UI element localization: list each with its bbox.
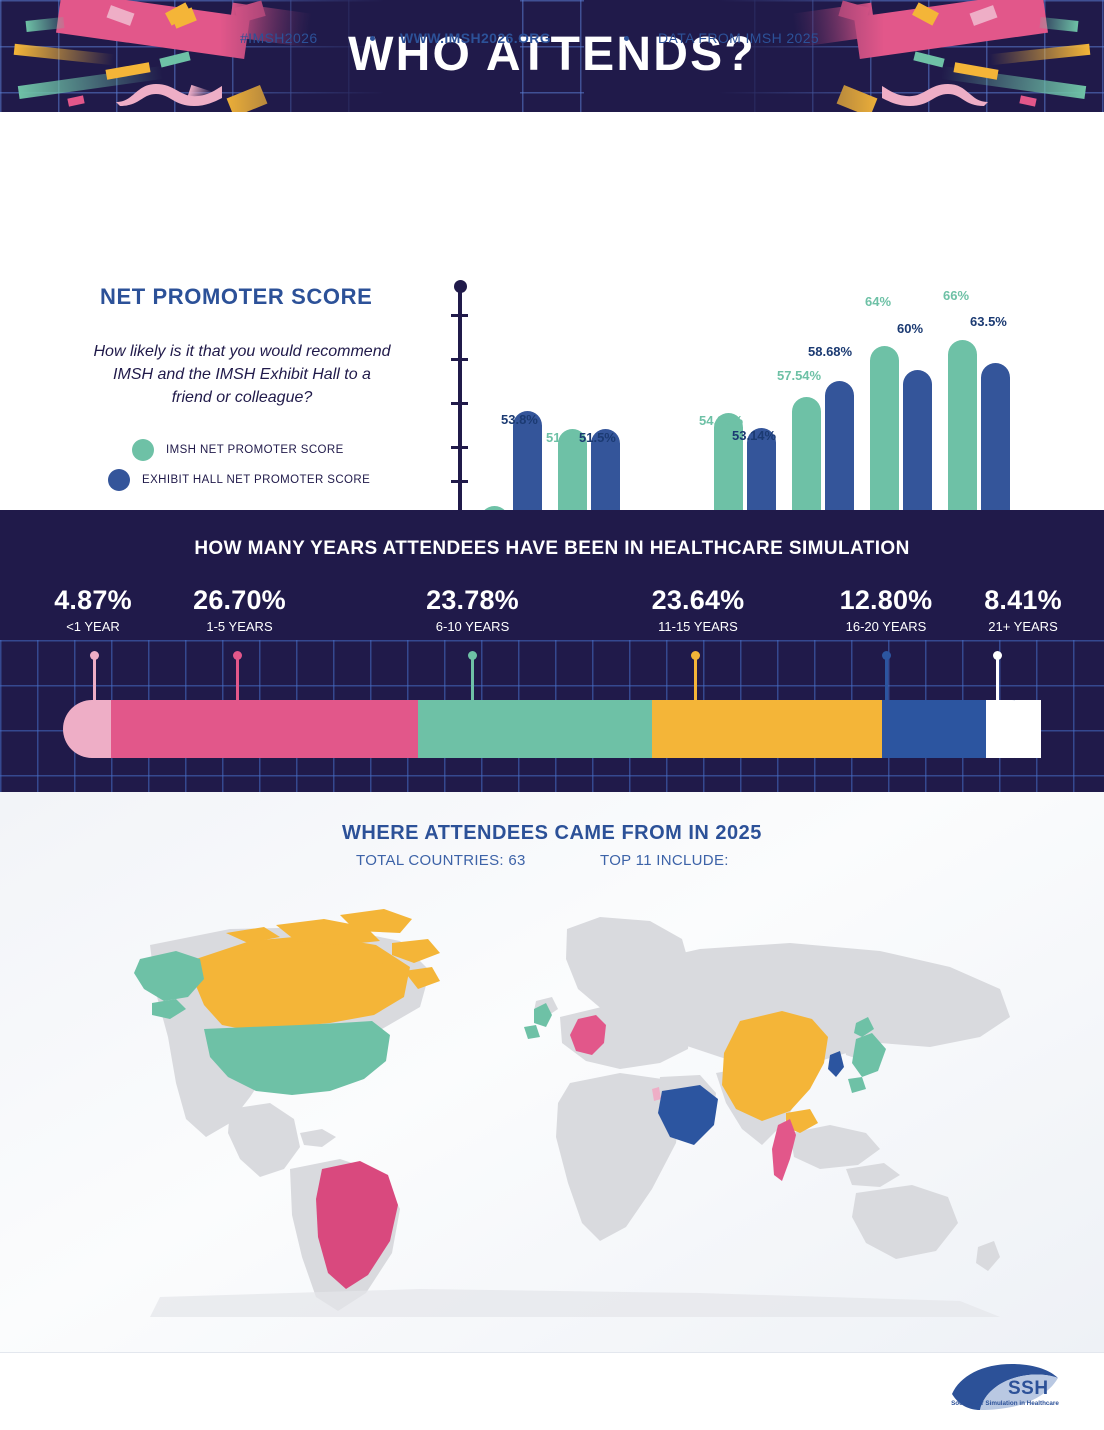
header-fade-right xyxy=(584,0,884,112)
years-pct-11-15: 23.64% xyxy=(651,585,745,615)
map-heading: WHERE ATTENDEES CAME FROM IN 2025 xyxy=(342,822,762,844)
footer-data-source: DATA FROM IMSH 2025 xyxy=(658,30,820,46)
years-stem-lt1 xyxy=(89,651,99,700)
years-label-11-15: 11-15 YEARS xyxy=(658,619,738,634)
map-country-united-kingdom xyxy=(524,1003,552,1039)
years-stat-21plus: 8.41% 21+ YEARS xyxy=(958,585,1088,634)
years-band xyxy=(63,700,1041,758)
years-label-16-20: 16-20 YEARS xyxy=(845,619,927,634)
page-footer xyxy=(0,1352,1104,1430)
y-axis-tick xyxy=(451,358,468,361)
legend-item-exhibit-hall: EXHIBIT HALL NET PROMOTER SCORE xyxy=(108,469,370,491)
years-stat-1-5: 26.70% 1-5 YEARS xyxy=(162,585,317,634)
bar-value-exhibit-2019: 53.8% xyxy=(501,412,538,427)
years-stem-6-10 xyxy=(467,651,477,700)
footer-separator-dot xyxy=(624,36,629,41)
years-label-6-10: 6-10 YEARS xyxy=(435,619,510,634)
nps-question: How likely is it that you would recommen… xyxy=(93,343,391,407)
band-segment-11-15 xyxy=(652,700,882,758)
bar-value-imsh-2022: 54.89% xyxy=(699,413,744,428)
years-stem-16-20 xyxy=(881,651,891,700)
ssh-logo-text: SSH xyxy=(1008,1378,1049,1399)
nps-heading: NET PROMOTER SCORE xyxy=(100,284,373,309)
years-stem-dot-lt1 xyxy=(89,651,99,660)
years-stem-dot-6-10 xyxy=(467,651,477,660)
bar-value-imsh-2025: 66% xyxy=(943,288,970,303)
years-stem-dot-16-20 xyxy=(881,651,891,660)
ssh-logo xyxy=(952,1364,1058,1410)
y-axis-top-cap xyxy=(453,280,467,293)
years-stat-16-20: 12.80% 16-20 YEARS xyxy=(812,585,960,634)
years-stat-lt1: 4.87% <1 YEAR xyxy=(18,585,168,634)
band-segment-1-5 xyxy=(111,700,418,758)
map-country-china xyxy=(722,1011,828,1133)
footer-separator-dot xyxy=(370,36,375,41)
years-stem-dot-11-15 xyxy=(690,651,700,660)
bar-value-exhibit-2022: 53.14% xyxy=(732,428,777,443)
bar-value-imsh-2024: 64% xyxy=(865,294,892,309)
attendee-origin-section: WHERE ATTENDEES CAME FROM IN 2025 TOTAL … xyxy=(0,792,1104,1352)
years-pct-21plus: 8.41% xyxy=(984,585,1062,615)
years-stem-11-15 xyxy=(690,651,700,700)
bar-value-exhibit-2025: 63.5% xyxy=(970,314,1007,329)
map-country-canada xyxy=(194,909,440,1031)
years-stat-6-10: 23.78% 6-10 YEARS xyxy=(395,585,550,634)
total-countries-label: TOTAL COUNTRIES: 63 xyxy=(356,852,526,869)
header-fade-left xyxy=(220,0,520,112)
bar-value-exhibit-2024: 60% xyxy=(897,321,924,336)
legend-label-imsh: IMSH NET PROMOTER SCORE xyxy=(166,444,344,456)
bar-value-exhibit-2023: 58.68% xyxy=(808,344,853,359)
y-axis-tick xyxy=(451,402,468,405)
bar-value-imsh-2020: 51.5% xyxy=(546,430,583,445)
map-country-south-korea xyxy=(828,1051,844,1077)
years-label-21plus: 21+ YEARS xyxy=(988,619,1058,634)
years-stem-dot-1-5 xyxy=(232,651,242,660)
y-axis-tick xyxy=(451,446,468,449)
band-segment-lt1 xyxy=(63,700,111,758)
y-axis-line xyxy=(458,282,462,548)
band-cap-right xyxy=(986,700,1041,758)
bar-value-imsh-2023: 57.54% xyxy=(777,368,822,383)
page-header: WHO ATTENDS? xyxy=(0,0,1104,112)
years-pct-lt1: 4.87% xyxy=(54,585,132,615)
years-stat-11-15: 23.64% 11-15 YEARS xyxy=(618,585,778,634)
map-country-thailand xyxy=(772,1119,796,1181)
footer-hashtag: #IMSH2026 xyxy=(240,30,318,46)
y-axis-tick xyxy=(451,314,468,317)
world-map xyxy=(134,909,1010,1317)
years-stem-1-5 xyxy=(232,651,242,700)
page-title: WHO ATTENDS? xyxy=(348,28,756,81)
band-segment-6-10 xyxy=(418,700,652,758)
map-country-israel xyxy=(652,1087,661,1101)
years-pct-16-20: 12.80% xyxy=(839,585,933,615)
years-label-1-5: 1-5 YEARS xyxy=(206,619,273,634)
map-country-germany xyxy=(570,1015,606,1055)
map-country-brazil xyxy=(316,1161,398,1289)
net-promoter-score-section: NET PROMOTER SCORE How likely is it that… xyxy=(0,112,1104,578)
legend-label-exhibit-hall: EXHIBIT HALL NET PROMOTER SCORE xyxy=(142,474,371,486)
years-heading: HOW MANY YEARS ATTENDEES HAVE BEEN IN HE… xyxy=(194,538,910,559)
ribbon-svg xyxy=(116,84,222,106)
years-in-simulation-section: HOW MANY YEARS ATTENDEES HAVE BEEN IN HE… xyxy=(0,510,1104,792)
legend-swatch-green xyxy=(132,439,154,461)
years-pct-6-10: 23.78% xyxy=(426,585,519,615)
footer-divider xyxy=(0,1352,1104,1353)
bar-value-exhibit-2020: 51.5% xyxy=(579,430,616,445)
legend-swatch-blue xyxy=(108,469,130,491)
y-axis-tick xyxy=(451,480,468,483)
map-country-united-states xyxy=(134,951,390,1095)
ribbon-svg xyxy=(882,84,988,106)
confetti-ribbon xyxy=(114,78,224,106)
years-stem-dot-21plus xyxy=(992,651,1002,660)
years-pct-1-5: 26.70% xyxy=(193,585,286,615)
footer-website-link[interactable]: WWW.IMSH2026.ORG xyxy=(400,30,552,46)
confetti-ribbon xyxy=(880,78,990,106)
map-country-saudi-arabia xyxy=(658,1085,718,1145)
legend-item-imsh: IMSH NET PROMOTER SCORE xyxy=(132,439,344,461)
years-stem-21plus xyxy=(992,651,1002,700)
top-include-label: TOP 11 INCLUDE: xyxy=(600,852,729,869)
map-country-japan xyxy=(848,1017,886,1093)
years-label-lt1: <1 YEAR xyxy=(66,619,120,634)
ssh-logo-tagline: Society for Simulation in Healthcare xyxy=(951,1400,1059,1407)
